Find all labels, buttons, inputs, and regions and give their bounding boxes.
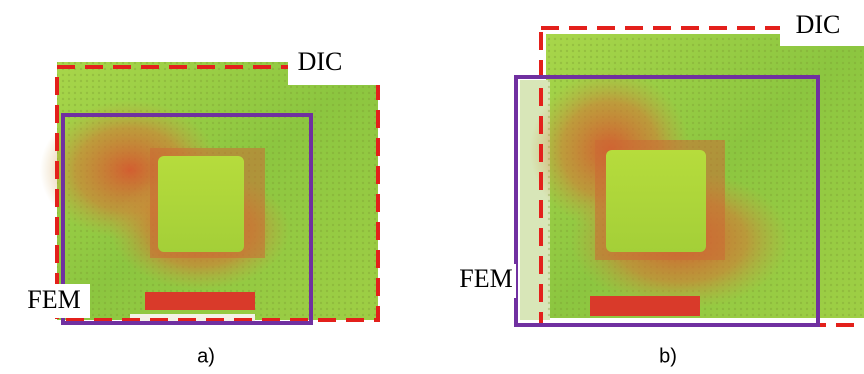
panel-b: DIC FEM b) — [450, 8, 864, 367]
image-hotspot — [145, 292, 255, 310]
image-hotspot — [590, 296, 700, 316]
fem-label: FEM — [459, 264, 512, 293]
panel-a: DIC FEM a) — [14, 45, 380, 367]
fem-label: FEM — [27, 285, 80, 314]
caption: a) — [197, 345, 215, 367]
dic-label: DIC — [298, 47, 343, 76]
caption: b) — [659, 345, 677, 367]
chip — [606, 150, 706, 252]
figure: DIC FEM a) DIC FEM b) — [0, 0, 864, 374]
dic-label: DIC — [796, 10, 841, 39]
chip — [158, 156, 244, 252]
